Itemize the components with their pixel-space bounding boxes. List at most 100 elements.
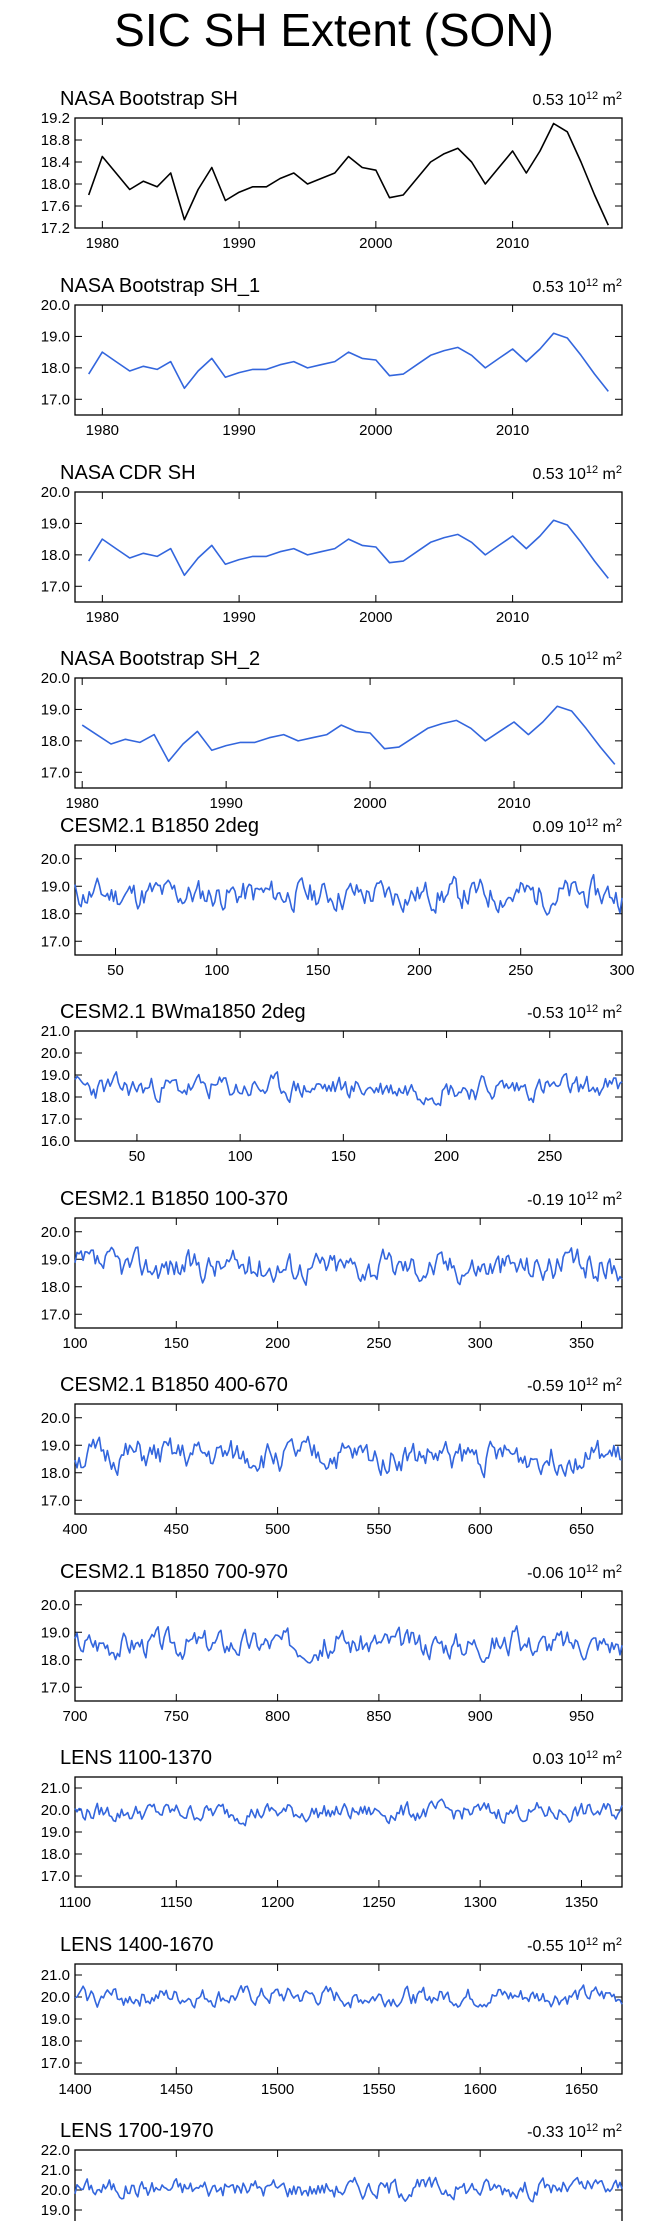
x-tick-label: 1980 (86, 609, 119, 626)
x-tick-label: 50 (129, 1148, 146, 1165)
x-tick-label: 2000 (353, 795, 386, 812)
series-line (74, 1625, 623, 1664)
x-tick-label: 500 (265, 1521, 290, 1538)
chart-panel: NASA CDR SH 0.53 1012 m2 17.0 18.0 19.0 20.0 1… (41, 462, 623, 626)
chart-title: CESM2.1 BWma1850 2deg (60, 1001, 306, 1023)
y-tick-label: 17.0 (41, 391, 70, 408)
x-tick-label: 250 (366, 1335, 391, 1352)
y-tick-label: 17.0 (41, 1679, 70, 1696)
series-line (74, 1798, 623, 1827)
y-tick-label: 19.0 (41, 515, 70, 532)
plot-frame (74, 1963, 623, 2075)
chart-panel: CESM2.1 B1850 2deg 0.09 1012 m2 17.0 18.0 19… (41, 815, 635, 979)
y-tick-label: 22.0 (41, 2142, 70, 2159)
chart-title: LENS 1400-1670 (60, 1934, 213, 1956)
y-tick-label: 17.2 (41, 220, 70, 237)
y-tick-label: 17.0 (41, 1492, 70, 1509)
x-tick-label: 650 (569, 1521, 594, 1538)
series-line (87, 122, 610, 226)
y-tick-label: 18.0 (41, 547, 70, 564)
x-tick-label: 150 (331, 1148, 356, 1165)
y-tick-label: 21.0 (41, 1780, 70, 1797)
y-tick-label: 20.0 (41, 1802, 70, 1819)
chart-title: CESM2.1 B1850 100-370 (60, 1188, 288, 1210)
y-tick-label: 20.0 (41, 851, 70, 868)
x-tick-label: 150 (164, 1335, 189, 1352)
x-tick-label: 50 (107, 962, 124, 979)
x-tick-label: 100 (228, 1148, 253, 1165)
y-tick-label: 18.0 (41, 1089, 70, 1106)
y-tick-label: 17.0 (41, 1111, 70, 1128)
x-tick-label: 550 (366, 1521, 391, 1538)
chart-title: CESM2.1 B1850 2deg (60, 815, 259, 837)
chart-trend: -0.33 1012 m2 (527, 2122, 622, 2141)
chart-title: LENS 1700-1970 (60, 2120, 213, 2142)
chart-panel: CESM2.1 B1850 400-670 -0.59 1012 m2 17.0 18… (41, 1374, 623, 1538)
x-tick-label: 2000 (359, 609, 392, 626)
x-tick-label: 2000 (359, 235, 392, 252)
x-tick-label: 1990 (222, 609, 255, 626)
x-tick-label: 1600 (463, 2081, 496, 2098)
y-tick-label: 18.0 (41, 1279, 70, 1296)
x-tick-label: 1990 (209, 795, 242, 812)
x-tick-label: 350 (569, 1335, 594, 1352)
chart-title: NASA Bootstrap SH_2 (60, 648, 260, 670)
x-tick-label: 1980 (66, 795, 99, 812)
series-line (81, 705, 616, 765)
plot-frame (74, 1403, 623, 1515)
y-tick-label: 18.0 (41, 1846, 70, 1863)
series-line (74, 2176, 623, 2203)
y-tick-label: 20.0 (41, 1045, 70, 1062)
x-tick-label: 1300 (463, 1894, 496, 1911)
x-tick-label: 100 (204, 962, 229, 979)
series-line (74, 1071, 623, 1107)
chart-panel: NASA Bootstrap SH_1 0.53 1012 m2 17.0 18.0 1… (41, 275, 623, 439)
chart-title: NASA Bootstrap SH (60, 88, 238, 110)
x-tick-label: 1980 (86, 422, 119, 439)
chart-trend: -0.55 1012 m2 (527, 1936, 622, 1955)
x-tick-label: 1990 (222, 235, 255, 252)
chart-trend: 0.09 1012 m2 (532, 817, 622, 836)
x-tick-label: 450 (164, 1521, 189, 1538)
y-tick-label: 20.0 (41, 297, 70, 314)
y-tick-label: 17.0 (41, 1306, 70, 1323)
y-tick-label: 20.0 (41, 1410, 70, 1427)
x-tick-label: 1550 (362, 2081, 395, 2098)
chart-panel: LENS 1100-1370 0.03 1012 m2 17.0 18.0 19.0 20… (41, 1747, 623, 1911)
series-line (74, 1435, 623, 1479)
x-tick-label: 950 (569, 1708, 594, 1725)
x-tick-label: 1500 (261, 2081, 294, 2098)
chart-title: CESM2.1 B1850 400-670 (60, 1374, 288, 1396)
chart-trend: -0.53 1012 m2 (527, 1003, 622, 1022)
y-tick-label: 16.0 (41, 1133, 70, 1150)
y-tick-label: 19.0 (41, 1824, 70, 1841)
x-tick-label: 600 (468, 1521, 493, 1538)
x-tick-label: 200 (434, 1148, 459, 1165)
y-tick-label: 21.0 (41, 1967, 70, 1984)
chart-trend: 0.53 1012 m2 (532, 464, 622, 483)
x-tick-label: 1100 (59, 1894, 91, 1911)
x-tick-label: 100 (62, 1335, 87, 1352)
y-tick-label: 18.0 (41, 906, 70, 923)
y-tick-label: 19.0 (41, 328, 70, 345)
x-tick-label: 1400 (58, 2081, 91, 2098)
plot-frame (74, 677, 623, 789)
chart-panel: LENS 1700-1970-0.33 1012 m217.018.019.02… (41, 2120, 623, 2221)
x-tick-label: 2000 (359, 422, 392, 439)
chart-panel: CESM2.1 B1850 700-970 -0.06 1012 m2 17.0 18… (41, 1561, 623, 1725)
y-tick-label: 17.0 (41, 2055, 70, 2072)
y-tick-label: 19.0 (41, 2202, 70, 2219)
x-tick-label: 300 (609, 962, 634, 979)
series-line (74, 1246, 623, 1286)
x-tick-label: 250 (537, 1148, 562, 1165)
chart-title: NASA Bootstrap SH_1 (60, 275, 260, 297)
x-tick-label: 2010 (496, 422, 529, 439)
x-tick-label: 200 (265, 1335, 290, 1352)
series-line (74, 1984, 623, 2009)
plot-frame (74, 2149, 623, 2221)
plot-frame (74, 1776, 623, 1888)
x-tick-label: 1350 (565, 1894, 598, 1911)
chart-title: CESM2.1 B1850 700-970 (60, 1561, 288, 1583)
y-tick-label: 20.0 (41, 1224, 70, 1241)
chart-trend: 0.53 1012 m2 (532, 277, 622, 296)
